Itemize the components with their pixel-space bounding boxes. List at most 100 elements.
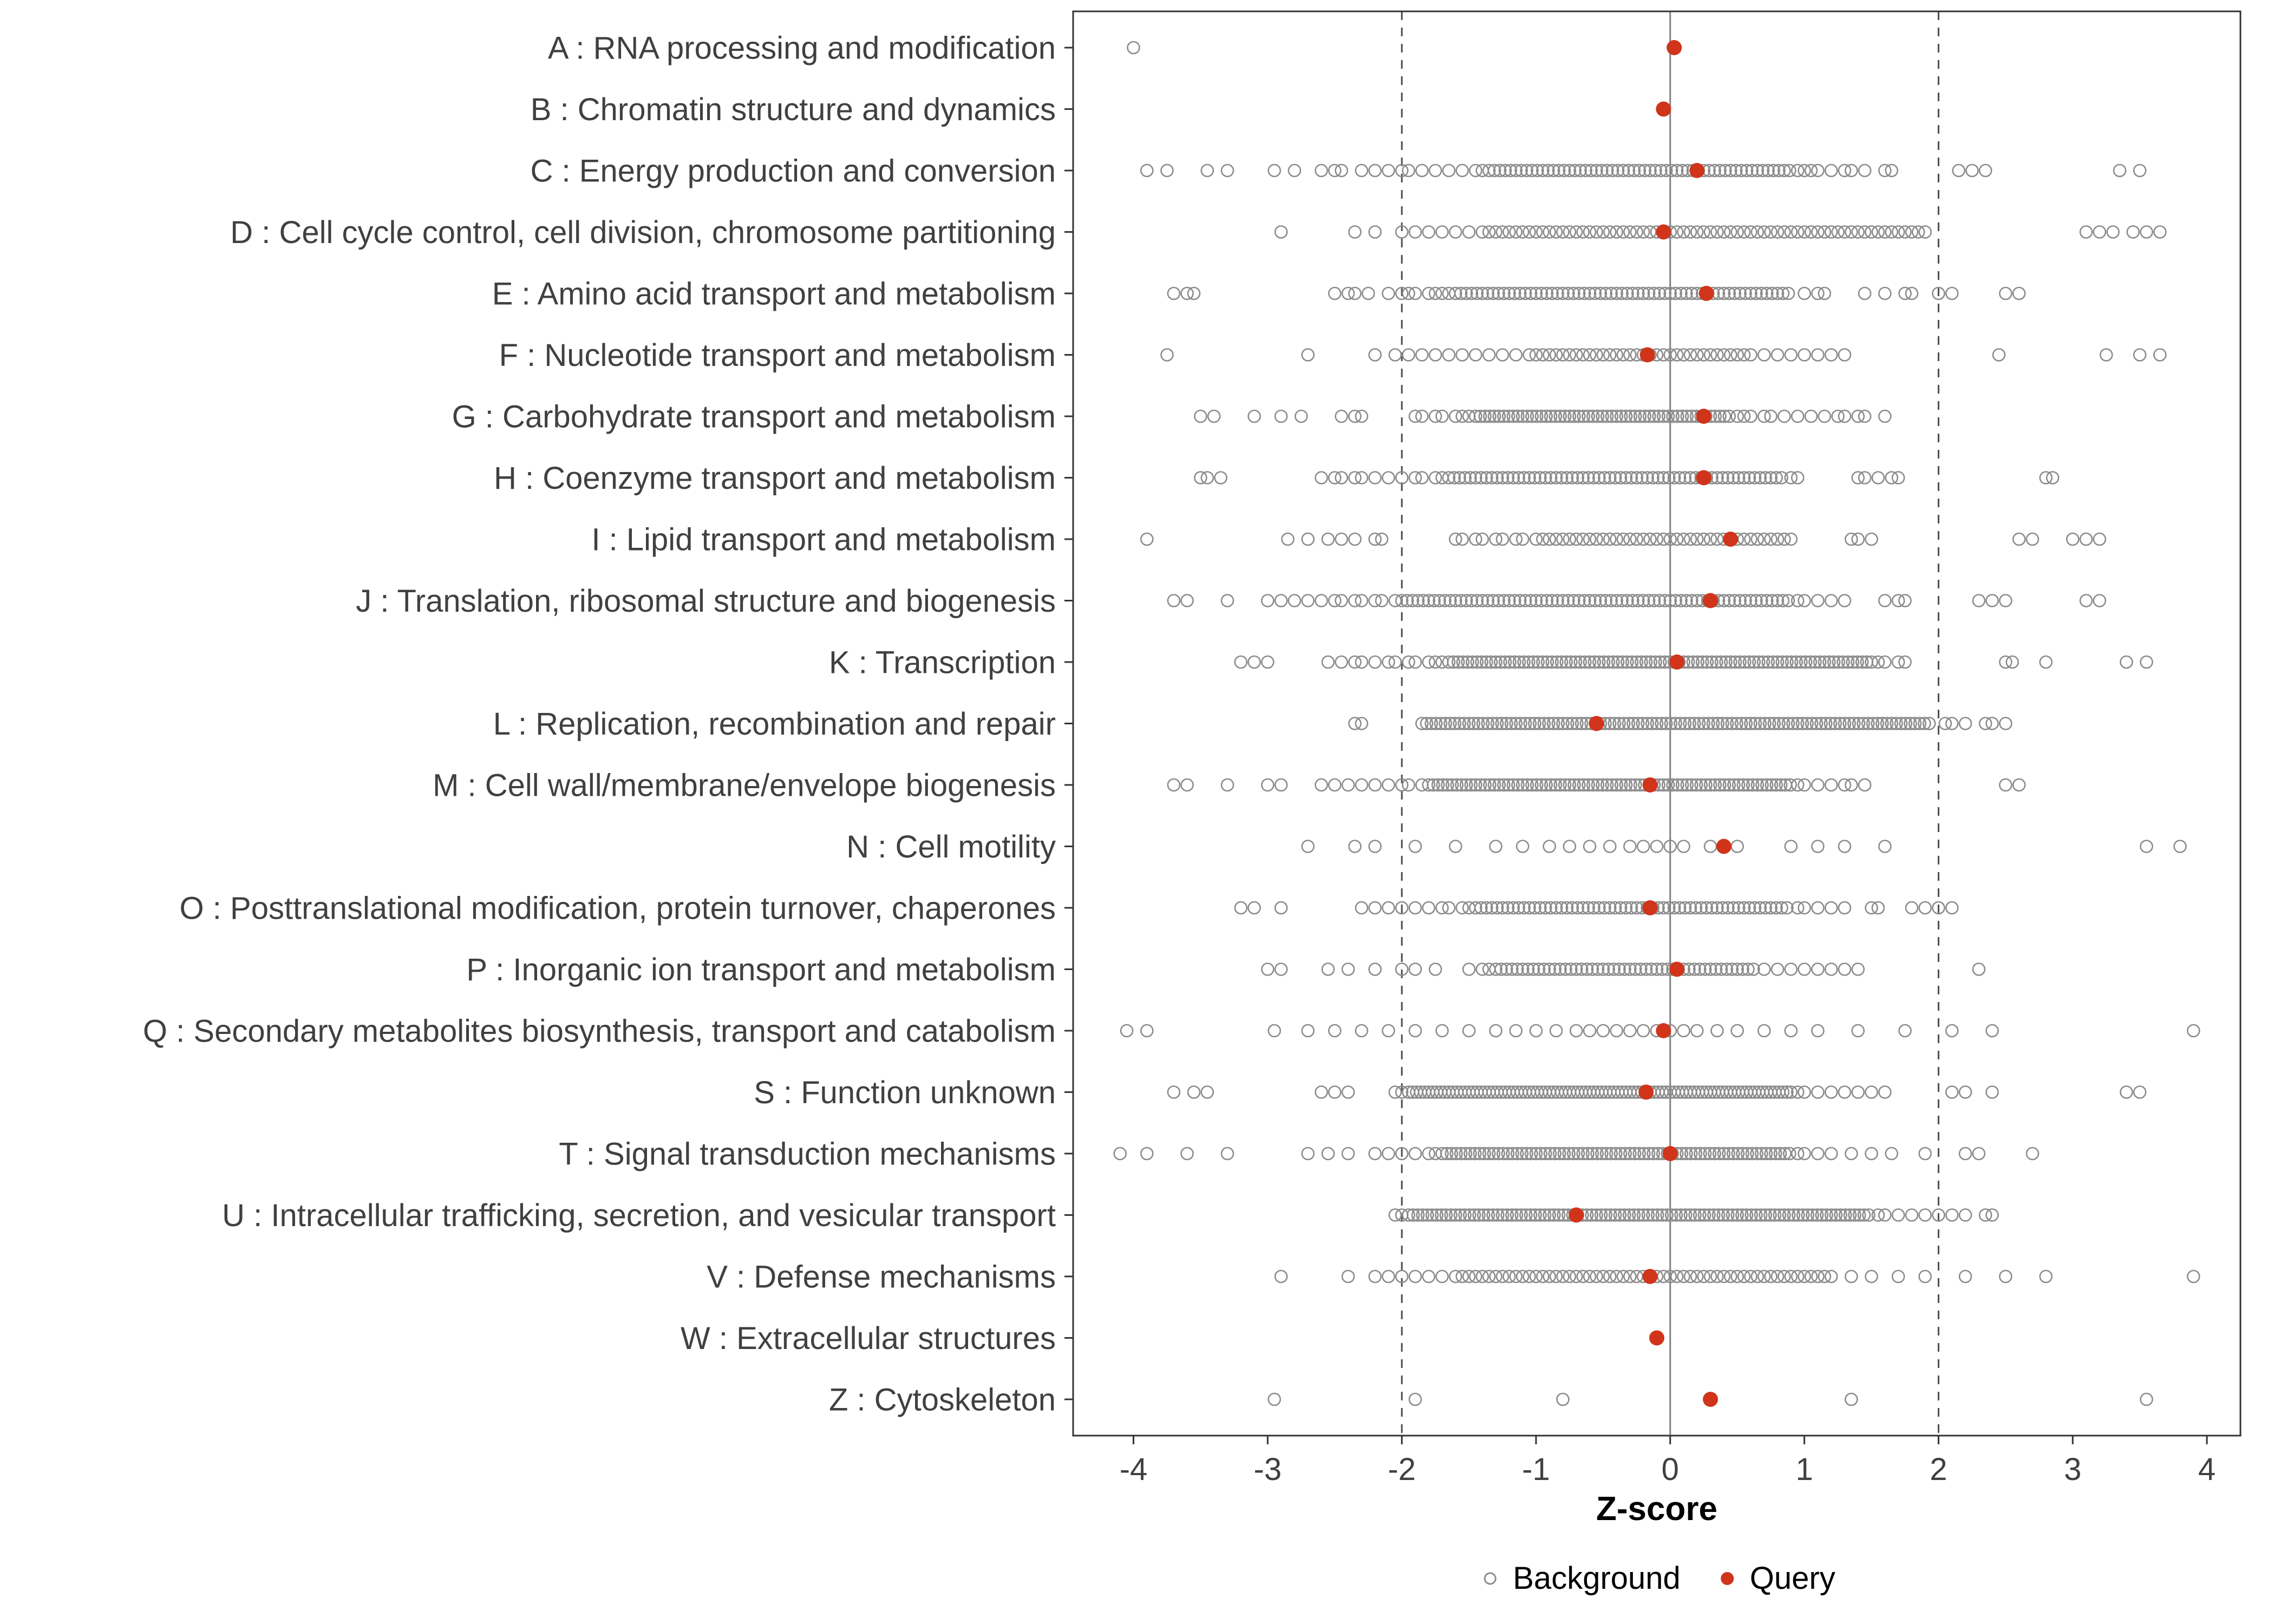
background-point: [1543, 962, 1556, 976]
background-point: [1395, 286, 1409, 300]
background-point: [1506, 901, 1520, 915]
background-point: [1878, 1085, 1892, 1099]
background-point: [1435, 409, 1449, 423]
background-point: [1416, 1208, 1429, 1222]
background-point: [1736, 1147, 1749, 1161]
background-point: [1524, 594, 1538, 607]
background-point: [1485, 471, 1499, 484]
background-point: [1348, 286, 1362, 300]
background-point: [1514, 717, 1527, 730]
background-point: [1720, 962, 1734, 976]
background-point: [1696, 655, 1709, 669]
background-point: [1838, 840, 1852, 853]
background-point: [1770, 286, 1785, 300]
background-point: [1623, 840, 1637, 853]
background-point: [1435, 471, 1449, 484]
background-point: [1622, 717, 1636, 730]
background-point: [1838, 1208, 1852, 1222]
background-point: [1891, 471, 1905, 484]
background-point: [1646, 471, 1659, 484]
background-point: [1791, 163, 1805, 178]
background-point: [1750, 1269, 1765, 1284]
background-point: [1727, 778, 1741, 792]
background-point: [1570, 1024, 1583, 1038]
background-point: [1680, 594, 1693, 607]
background-point: [1559, 962, 1572, 976]
background-point: [1348, 840, 1362, 853]
background-point: [1422, 286, 1435, 300]
background-point: [1335, 409, 1348, 423]
background-point: [1778, 225, 1791, 239]
background-point: [1382, 778, 1395, 792]
background-point: [1348, 225, 1362, 239]
background-point: [1459, 778, 1473, 792]
background-point: [1498, 655, 1512, 669]
background-point: [1486, 594, 1500, 607]
background-point: [1838, 901, 1852, 915]
background-point: [1408, 1024, 1422, 1038]
background-point: [1811, 348, 1825, 362]
background-point: [1724, 225, 1737, 239]
background-point: [1851, 1085, 1865, 1099]
background-point: [1552, 1208, 1566, 1222]
background-point: [1734, 163, 1748, 178]
background-point: [1759, 471, 1772, 484]
background-point: [1769, 901, 1783, 915]
background-point: [1563, 840, 1577, 853]
background-point: [1428, 962, 1442, 976]
background-point: [1683, 225, 1697, 239]
background-point: [1482, 962, 1496, 976]
background-point: [1694, 1147, 1707, 1161]
y-axis-label-V: V : Defense mechanisms: [707, 1259, 1056, 1294]
background-point: [1740, 163, 1754, 178]
background-point: [1315, 594, 1328, 607]
background-point: [1677, 348, 1690, 362]
background-point: [1187, 286, 1201, 300]
background-point: [1140, 532, 1154, 546]
background-point: [1697, 225, 1710, 239]
background-point: [1709, 962, 1723, 976]
background-point: [1597, 655, 1611, 669]
background-point: [1725, 717, 1739, 730]
background-point: [1605, 778, 1619, 792]
background-point: [1730, 840, 1744, 853]
background-point: [1492, 286, 1505, 300]
background-point: [1459, 1147, 1473, 1161]
background-point: [1818, 1269, 1832, 1284]
background-point: [1469, 778, 1482, 792]
background-point: [1791, 1269, 1805, 1284]
background-point: [1630, 1269, 1644, 1284]
background-point: [1536, 532, 1550, 546]
background-point: [1733, 655, 1747, 669]
background-point: [1652, 594, 1667, 607]
background-point: [1703, 778, 1717, 792]
background-point: [1321, 655, 1335, 669]
background-point: [1631, 286, 1645, 300]
background-point: [1749, 594, 1763, 607]
background-point: [1718, 163, 1732, 178]
background-point: [1341, 962, 1355, 976]
background-point: [1837, 655, 1850, 669]
background-point: [1606, 655, 1620, 669]
background-point: [1677, 532, 1690, 546]
background-point: [1556, 594, 1570, 607]
background-point: [1789, 655, 1803, 669]
background-point: [1501, 778, 1515, 792]
background-point: [1798, 901, 1811, 915]
background-point: [1481, 594, 1495, 607]
legend-label-query: Query: [1749, 1561, 1835, 1596]
background-point: [1504, 163, 1518, 178]
background-point: [1481, 286, 1495, 300]
query-point: [1649, 1330, 1664, 1346]
background-point: [1497, 409, 1511, 423]
background-point: [1838, 163, 1852, 178]
background-point: [1388, 594, 1402, 607]
background-point: [1697, 1208, 1711, 1222]
background-point: [1528, 717, 1541, 730]
background-point: [2120, 655, 2133, 669]
background-point: [1768, 1208, 1782, 1222]
background-point: [1628, 1147, 1642, 1161]
background-point: [1623, 1024, 1637, 1038]
background-point: [1811, 163, 1825, 178]
background-point: [1847, 717, 1861, 730]
